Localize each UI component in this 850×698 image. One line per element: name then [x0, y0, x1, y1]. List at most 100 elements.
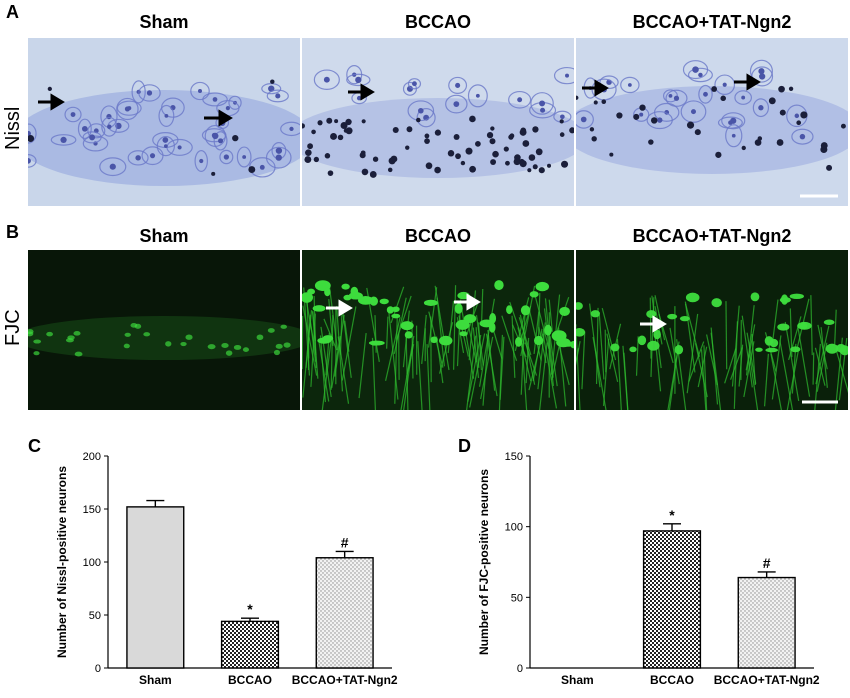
- neuron-nucleus: [275, 147, 283, 154]
- neuron-cell: [228, 95, 242, 110]
- neuron-nucleus: [673, 95, 680, 101]
- neuron-process: [469, 333, 486, 408]
- pyknotic-cell: [720, 95, 726, 102]
- x-tick-label: Sham: [561, 673, 594, 687]
- neuron-nucleus: [355, 76, 362, 84]
- neuron-nucleus: [164, 114, 169, 118]
- neuron-cell: [725, 124, 743, 148]
- pyknotic-cell: [800, 111, 808, 119]
- neuron-cell: [87, 123, 106, 139]
- fjc-positive-cell: [765, 347, 778, 353]
- neuron-process: [520, 310, 526, 395]
- neuron-nucleus: [212, 97, 218, 102]
- panel-a-title-sham: Sham: [139, 12, 189, 32]
- pyknotic-cell: [648, 139, 654, 145]
- pyknotic-cell: [405, 145, 410, 150]
- neuron-process: [525, 337, 530, 384]
- pyknotic-cell: [711, 86, 718, 92]
- neuron-nucleus: [218, 138, 224, 144]
- neuron-nucleus: [107, 124, 112, 129]
- neuron-process: [725, 301, 728, 370]
- neuron-cell: [448, 76, 468, 94]
- neuron-nucleus: [628, 83, 632, 87]
- neuron-process: [604, 329, 607, 373]
- neuron-process: [466, 335, 477, 410]
- panel-a-letter: A: [6, 2, 19, 22]
- significance-marker: *: [247, 601, 253, 617]
- pyknotic-cell: [330, 132, 338, 140]
- pyknotic-cell: [211, 171, 216, 176]
- pyknotic-cell: [424, 138, 430, 145]
- neuron-process: [601, 307, 617, 361]
- fjc-positive-cell: [576, 302, 583, 310]
- fjc-positive-cell: [610, 343, 620, 352]
- neuron-process: [323, 318, 338, 351]
- neuron-cell: [407, 100, 435, 122]
- pyknotic-cell: [424, 133, 430, 139]
- pyknotic-cell: [334, 119, 339, 124]
- fjc-image-sham: [28, 250, 300, 410]
- arrow-icon: [204, 109, 233, 127]
- fjc-positive-cell: [404, 331, 413, 339]
- neuron-nucleus: [109, 163, 116, 170]
- neuron-nucleus: [124, 106, 130, 112]
- neuron-process: [771, 335, 782, 400]
- fjc-positive-cell: [28, 329, 34, 335]
- fjc-positive-cell: [637, 335, 647, 346]
- neuron-process: [417, 341, 423, 410]
- pyknotic-cell: [779, 109, 786, 116]
- pyknotic-cell: [535, 148, 543, 156]
- neuron-cell: [101, 116, 118, 137]
- fjc-positive-cell: [280, 324, 287, 329]
- neuron-nucleus: [177, 145, 182, 150]
- neuron-process: [480, 288, 484, 326]
- pyknotic-cell: [469, 115, 476, 123]
- bar: [737, 576, 796, 669]
- neuron-cell: [721, 112, 746, 130]
- neuron-process: [602, 338, 610, 406]
- neuron-nucleus: [212, 132, 219, 140]
- neuron-process: [394, 316, 398, 404]
- pyknotic-cell: [47, 86, 52, 91]
- neuron-process: [543, 308, 554, 387]
- pyknotic-cell: [311, 129, 316, 135]
- pyknotic-cell: [694, 129, 701, 136]
- neuron-process: [403, 341, 414, 410]
- neuron-cell: [127, 150, 149, 166]
- fjc-positive-cell: [755, 347, 763, 352]
- fjc-positive-cell: [430, 336, 438, 344]
- neuron-process: [748, 354, 759, 410]
- neuron-cell: [64, 106, 82, 123]
- y-tick-label: 100: [505, 522, 523, 534]
- neuron-cell: [219, 149, 234, 165]
- fjc-positive-cell: [777, 323, 790, 331]
- neuron-process: [358, 333, 367, 399]
- pyknotic-cell: [505, 160, 510, 166]
- fjc-positive-cell: [33, 339, 42, 344]
- neuron-process: [426, 344, 431, 410]
- neuron-cell: [158, 104, 175, 127]
- neuron-process: [703, 345, 708, 410]
- fjc-positive-cell: [273, 349, 281, 356]
- pyknotic-cell: [369, 171, 377, 178]
- neuron-nucleus: [758, 68, 765, 75]
- neuron-process: [820, 327, 828, 388]
- neuron-nucleus: [799, 133, 806, 140]
- neuron-process: [622, 345, 629, 410]
- fjc-positive-cell: [823, 319, 835, 325]
- fjc-positive-cell: [74, 351, 83, 357]
- neuron-process: [724, 348, 737, 384]
- fjc-positive-cell: [143, 332, 151, 337]
- fjc-positive-cell: [590, 310, 600, 318]
- neuron-process: [654, 295, 666, 341]
- pyknotic-cell: [754, 139, 762, 146]
- neuron-process: [453, 285, 457, 370]
- neuron-cell: [646, 111, 673, 130]
- chart-c-panel-letter: C: [28, 436, 41, 456]
- fjc-positive-cell: [73, 331, 81, 336]
- neuron-cell: [530, 92, 554, 115]
- fjc-positive-cell: [423, 299, 438, 306]
- neuron-nucleus: [540, 107, 546, 113]
- fjc-positive-cell: [646, 310, 657, 319]
- fjc-positive-cell: [455, 319, 470, 330]
